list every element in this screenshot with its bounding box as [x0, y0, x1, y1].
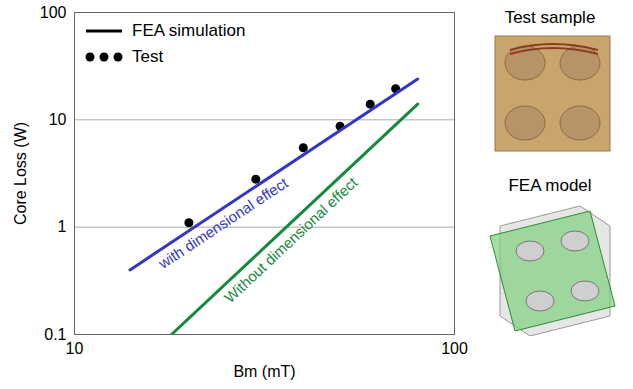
svg-text:10: 10 [49, 111, 67, 128]
svg-text:100: 100 [40, 4, 67, 21]
html-text:Test: Test [132, 47, 164, 66]
html-text:FEA simulation: FEA simulation [132, 21, 246, 40]
svg-text:1: 1 [58, 218, 67, 235]
svg-text:Without dimensional effect: Without dimensional effect [221, 173, 361, 306]
svg-text:100: 100 [441, 340, 468, 357]
svg-text:10: 10 [66, 340, 84, 357]
svg-text:with dimensional effect: with dimensional effect [155, 173, 291, 272]
svg-text:Bm (mT): Bm (mT) [233, 363, 295, 380]
html-text:Test sample: Test sample [504, 8, 596, 27]
svg-text:Core Loss (W): Core Loss (W) [12, 122, 29, 225]
html-text:FEA model: FEA model [508, 176, 592, 195]
svg-text:0.1: 0.1 [44, 326, 66, 343]
